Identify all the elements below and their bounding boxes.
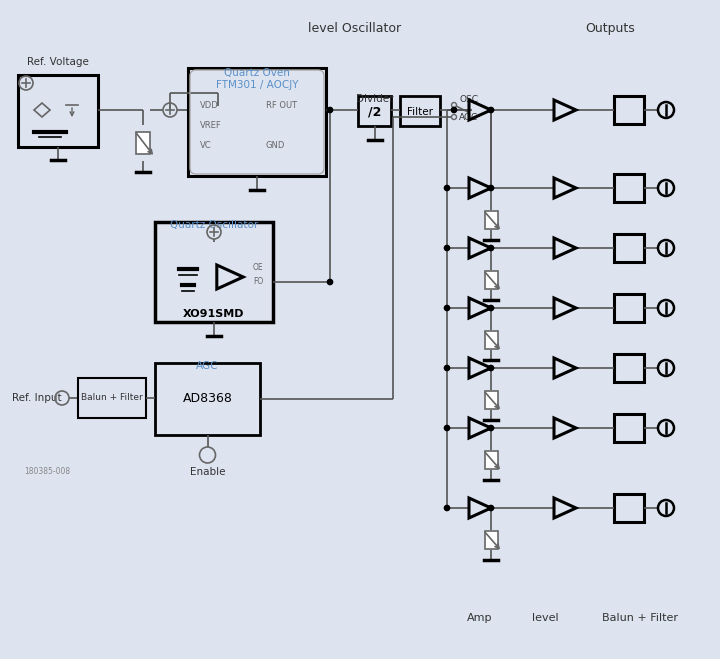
Circle shape bbox=[451, 107, 456, 113]
Text: OE: OE bbox=[253, 264, 264, 273]
Bar bbox=[155, 363, 260, 435]
Circle shape bbox=[451, 103, 456, 107]
Text: VREF: VREF bbox=[200, 121, 222, 130]
Circle shape bbox=[658, 360, 674, 376]
Circle shape bbox=[328, 107, 333, 113]
Circle shape bbox=[488, 107, 493, 113]
Text: level Oscillator: level Oscillator bbox=[308, 22, 402, 35]
Text: XO91SMD: XO91SMD bbox=[184, 309, 245, 319]
Text: GND: GND bbox=[266, 142, 285, 150]
Bar bbox=[614, 174, 644, 202]
Bar bbox=[485, 211, 498, 229]
Text: FO: FO bbox=[253, 277, 264, 287]
Bar bbox=[485, 451, 498, 469]
Text: Enable: Enable bbox=[190, 467, 225, 477]
Circle shape bbox=[658, 180, 674, 196]
Circle shape bbox=[658, 420, 674, 436]
Bar bbox=[614, 414, 644, 442]
Circle shape bbox=[658, 240, 674, 256]
Circle shape bbox=[658, 102, 674, 118]
Bar bbox=[614, 354, 644, 382]
Circle shape bbox=[488, 505, 493, 511]
Circle shape bbox=[488, 306, 493, 310]
Circle shape bbox=[488, 246, 493, 250]
Text: Ref. Voltage: Ref. Voltage bbox=[27, 57, 89, 67]
Text: Balun + Filter: Balun + Filter bbox=[81, 393, 143, 403]
Text: RF OUT: RF OUT bbox=[266, 101, 297, 111]
Bar bbox=[188, 68, 326, 176]
Text: AGC: AGC bbox=[197, 361, 219, 371]
Circle shape bbox=[488, 185, 493, 190]
Bar bbox=[614, 96, 644, 124]
Bar bbox=[485, 531, 498, 549]
Text: Quartz Oscillator: Quartz Oscillator bbox=[170, 220, 258, 230]
Bar bbox=[485, 271, 498, 289]
Text: 180385-008: 180385-008 bbox=[24, 467, 70, 476]
Bar bbox=[614, 234, 644, 262]
Bar bbox=[614, 294, 644, 322]
Circle shape bbox=[658, 500, 674, 516]
Text: Amp: Amp bbox=[467, 613, 492, 623]
Circle shape bbox=[488, 426, 493, 430]
Text: VC: VC bbox=[200, 142, 212, 150]
Bar bbox=[485, 331, 498, 349]
Bar bbox=[358, 96, 391, 126]
Circle shape bbox=[328, 279, 333, 285]
Text: Divider: Divider bbox=[356, 94, 393, 104]
Bar bbox=[18, 75, 98, 147]
Bar bbox=[400, 96, 440, 126]
Text: AD8368: AD8368 bbox=[183, 393, 233, 405]
Text: level: level bbox=[531, 613, 558, 623]
Text: OSC: OSC bbox=[459, 96, 478, 105]
Circle shape bbox=[451, 115, 456, 119]
Text: Balun + Filter: Balun + Filter bbox=[602, 613, 678, 623]
Circle shape bbox=[444, 366, 449, 370]
Bar bbox=[155, 222, 273, 322]
Circle shape bbox=[658, 300, 674, 316]
Text: Ref. Input: Ref. Input bbox=[12, 393, 62, 403]
Bar bbox=[78, 378, 146, 418]
Text: VDD: VDD bbox=[200, 101, 219, 111]
Text: /2: /2 bbox=[368, 105, 381, 119]
Text: Filter: Filter bbox=[407, 107, 433, 117]
Bar bbox=[614, 494, 644, 522]
Text: AGC: AGC bbox=[459, 113, 478, 123]
Circle shape bbox=[444, 246, 449, 250]
Circle shape bbox=[444, 185, 449, 190]
Bar bbox=[136, 132, 150, 154]
Circle shape bbox=[444, 505, 449, 511]
Circle shape bbox=[444, 306, 449, 310]
Text: Outputs: Outputs bbox=[585, 22, 635, 35]
Circle shape bbox=[488, 366, 493, 370]
Text: Quartz Oven
FTM301 / AOCJY: Quartz Oven FTM301 / AOCJY bbox=[216, 68, 298, 90]
Bar bbox=[485, 391, 498, 409]
Circle shape bbox=[444, 426, 449, 430]
